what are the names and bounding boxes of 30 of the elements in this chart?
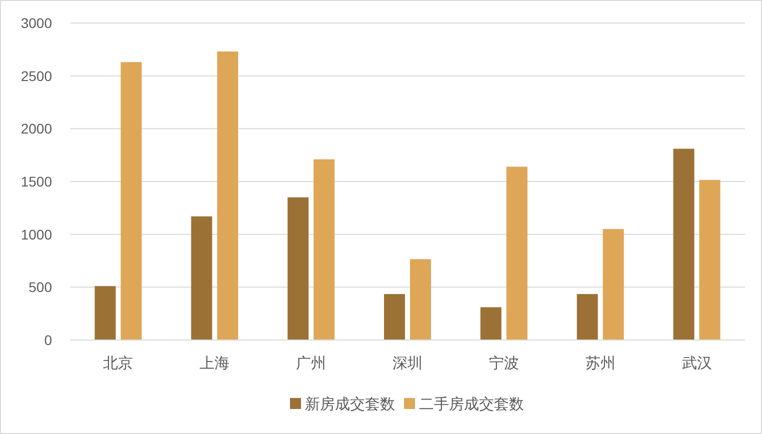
bar xyxy=(410,259,431,340)
bar xyxy=(314,159,335,340)
x-tick-label: 宁波 xyxy=(488,355,519,372)
bar xyxy=(506,166,528,340)
y-tick-label: 0 xyxy=(44,332,52,348)
x-tick-label: 北京 xyxy=(103,355,134,372)
bar xyxy=(217,52,238,340)
x-tick-label: 苏州 xyxy=(585,355,616,372)
bar xyxy=(191,216,212,340)
legend-label: 新房成交套数 xyxy=(305,396,395,413)
bar xyxy=(699,180,720,340)
y-tick-label: 1500 xyxy=(20,174,52,190)
x-tick-label: 上海 xyxy=(200,355,230,372)
y-tick-label: 2000 xyxy=(20,120,52,137)
y-tick-label: 1000 xyxy=(20,226,52,242)
x-tick-label: 深圳 xyxy=(392,355,422,372)
legend-label: 二手房成交套数 xyxy=(419,396,524,413)
bar xyxy=(384,294,405,340)
bar xyxy=(94,286,116,340)
bar xyxy=(576,294,598,340)
y-tick-label: 2500 xyxy=(20,68,52,84)
x-tick-label: 广州 xyxy=(296,355,326,372)
bar xyxy=(480,307,502,340)
x-tick-label: 武汉 xyxy=(682,355,712,372)
bar xyxy=(673,148,694,340)
y-tick-label: 3000 xyxy=(20,15,52,31)
bar xyxy=(120,62,142,340)
bar xyxy=(602,229,624,340)
bar xyxy=(288,197,309,340)
y-tick-label: 500 xyxy=(28,279,52,296)
